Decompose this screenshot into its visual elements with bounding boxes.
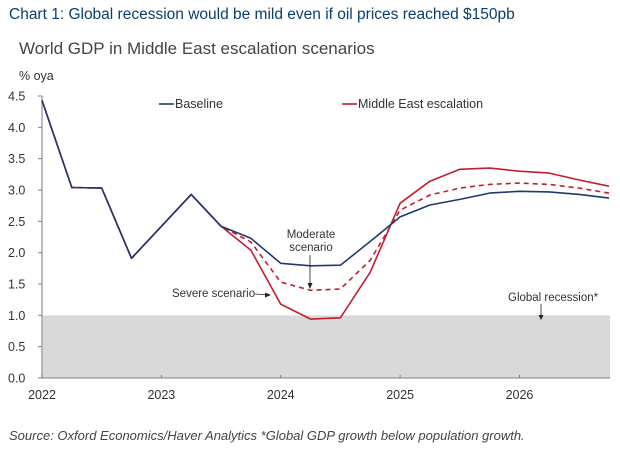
y-axis-label: % oya	[19, 69, 54, 83]
recession-shaded-region	[42, 315, 610, 378]
annotation-severe-text: Severe scenario	[172, 288, 255, 300]
legend-label-baseline: Baseline	[175, 97, 223, 111]
series-line-baseline	[41, 100, 610, 267]
y-tick-label: 1.0	[8, 309, 25, 323]
legend: Baseline Middle East escalation	[159, 97, 483, 111]
annotation-moderate: Moderate scenario	[287, 229, 336, 289]
chart-title: Chart 1: Global recession would be mild …	[9, 6, 515, 23]
annotation-moderate-line1: Moderate	[287, 229, 336, 241]
x-tick-label: 2026	[506, 388, 534, 402]
x-tick-label: 2023	[147, 388, 175, 402]
annotation-recession: Global recession*	[508, 292, 599, 320]
annotation-severe-arrowhead	[265, 292, 271, 298]
y-tick-label: 4.0	[8, 121, 25, 135]
y-tick-label: 3.0	[8, 184, 25, 198]
x-tick-label: 2022	[28, 388, 56, 402]
annotation-recession-arrowhead	[538, 315, 544, 320]
y-tick-label: 4.5	[8, 90, 25, 104]
annotation-moderate-arrowhead	[307, 283, 313, 289]
y-tick-label: 0.0	[8, 372, 25, 386]
annotation-recession-text: Global recession*	[508, 292, 599, 304]
source-note: Source: Oxford Economics/Haver Analytics…	[9, 428, 525, 443]
annotation-severe: Severe scenario	[172, 288, 271, 300]
x-tick-label: 2024	[267, 388, 295, 402]
y-tick-label: 2.0	[8, 246, 25, 260]
y-tick-label: 3.5	[8, 152, 25, 166]
x-tick-label: 2025	[386, 388, 414, 402]
chart-subtitle: World GDP in Middle East escalation scen…	[19, 39, 375, 58]
legend-label-escalation: Middle East escalation	[358, 97, 483, 111]
y-tick-label: 2.5	[8, 215, 25, 229]
series-line-middle-east-escalation-severe-scenario	[41, 100, 610, 320]
y-tick-label: 1.5	[8, 278, 25, 292]
series-line-middle-east-escalation-moderate-scenario	[41, 100, 610, 292]
y-tick-label: 0.5	[8, 340, 25, 354]
annotation-moderate-line2: scenario	[289, 242, 332, 254]
